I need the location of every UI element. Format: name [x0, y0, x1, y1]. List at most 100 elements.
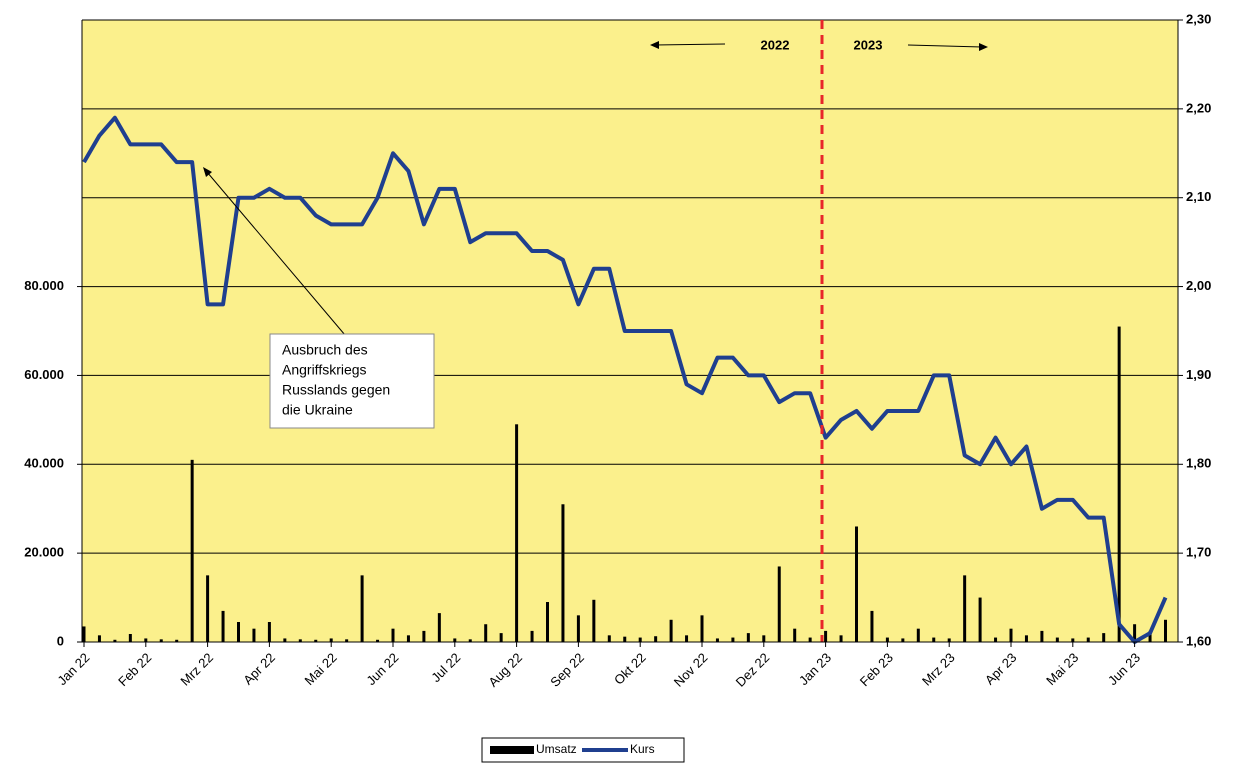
bar [1040, 630, 1044, 642]
bar [669, 619, 673, 642]
x-tick-label: Jan 22 [54, 650, 92, 688]
bar [1024, 635, 1028, 642]
bar [1009, 628, 1013, 642]
bar [237, 622, 240, 642]
bar [314, 639, 318, 642]
bar [1164, 619, 1167, 642]
bar [978, 597, 982, 642]
bar [128, 634, 132, 642]
bar [715, 638, 719, 642]
bar [468, 639, 472, 642]
bar [113, 639, 117, 642]
bar [360, 575, 364, 642]
note-line: Angriffskriegs [282, 362, 367, 378]
note-line: Ausbruch des [282, 342, 368, 358]
bar [685, 635, 689, 642]
bar [1148, 630, 1152, 642]
x-tick-label: Jan 23 [796, 650, 834, 688]
bar [1071, 638, 1075, 642]
arrow [907, 44, 983, 48]
y2-tick-label: 1,70 [1186, 545, 1211, 560]
y2-tick-label: 2,00 [1186, 278, 1211, 293]
bar [345, 639, 349, 642]
bar [437, 613, 441, 642]
note-box [269, 333, 435, 429]
x-tick-label: Jun 23 [1105, 650, 1143, 688]
arrow [206, 171, 346, 336]
bar [82, 626, 86, 642]
bar [623, 636, 627, 642]
bar [190, 459, 194, 642]
bar [1055, 637, 1059, 642]
note-line: die Ukraine [282, 402, 353, 418]
y2-tick-label: 1,90 [1186, 367, 1211, 382]
x-tick-label: Jun 22 [363, 650, 401, 688]
bar [499, 633, 503, 642]
bar [576, 615, 580, 642]
bar [206, 575, 210, 642]
bar [283, 638, 287, 642]
y2-tick-label: 1,60 [1186, 633, 1211, 648]
bar [762, 635, 766, 642]
bar [839, 635, 843, 642]
bar [607, 635, 611, 642]
x-tick-label: Mrz 23 [919, 650, 958, 689]
arrow [654, 43, 726, 46]
bar [422, 630, 426, 642]
y-tick-label: 40.000 [24, 456, 64, 471]
bar [546, 602, 549, 642]
x-tick-label: Nov 22 [671, 650, 711, 690]
bar [484, 624, 488, 642]
bar [530, 630, 534, 642]
legend-swatch [490, 746, 534, 754]
annotation: 2023 [854, 37, 883, 52]
bar [700, 615, 704, 642]
y-tick-label: 80.000 [24, 278, 64, 293]
bar [391, 628, 395, 642]
bar [1102, 633, 1106, 642]
bar [221, 610, 225, 642]
y-tick-label: 0 [57, 633, 64, 648]
bar [159, 639, 163, 642]
bar [1133, 624, 1137, 642]
bar [1086, 637, 1090, 642]
bar [654, 636, 658, 642]
y-tick-label: 60.000 [24, 367, 64, 382]
bar [777, 566, 781, 642]
legend-label: Kurs [630, 742, 655, 756]
bar [731, 637, 735, 642]
bar [267, 622, 271, 642]
bar [916, 628, 920, 642]
y2-tick-label: 1,80 [1186, 456, 1211, 471]
x-tick-label: Sep 22 [547, 650, 587, 690]
x-tick-label: Apr 22 [240, 650, 278, 688]
bar [855, 526, 858, 642]
bar [406, 635, 410, 642]
note-line: Russlands gegen [282, 382, 390, 398]
price-line [82, 115, 1168, 644]
arrow-head [650, 41, 659, 49]
bar [329, 638, 333, 642]
bar [885, 637, 889, 642]
x-tick-label: Aug 22 [485, 650, 525, 690]
y2-tick-label: 2,20 [1186, 100, 1211, 115]
x-tick-label: Feb 23 [857, 650, 896, 689]
bar [638, 637, 642, 642]
bar [824, 630, 828, 642]
bar [793, 628, 797, 642]
bar [298, 639, 302, 642]
x-tick-label: Jul 22 [428, 650, 463, 685]
bar [932, 637, 936, 642]
bar [97, 635, 101, 642]
bar [453, 638, 457, 642]
bar [592, 599, 596, 642]
bar [808, 637, 812, 642]
arrow-head [979, 43, 988, 51]
y-tick-label: 20.000 [24, 545, 64, 560]
bar [947, 638, 951, 642]
annotation: 2022 [761, 37, 790, 52]
bar [144, 638, 148, 642]
x-tick-label: Dez 22 [733, 650, 773, 690]
bar [252, 628, 256, 642]
